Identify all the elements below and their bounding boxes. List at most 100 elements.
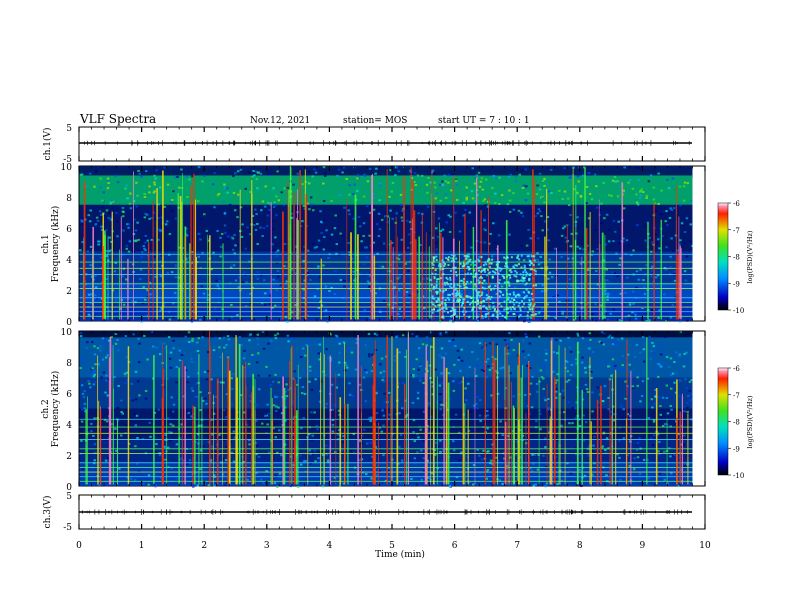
spectrogram-cell bbox=[484, 270, 487, 273]
spectrogram-cell bbox=[455, 257, 458, 260]
spectrogram-cell bbox=[545, 465, 548, 468]
spectrogram-cell bbox=[524, 269, 527, 272]
spectrogram-cell bbox=[513, 303, 516, 306]
spectrogram-cell bbox=[119, 307, 122, 310]
spectrogram-cell bbox=[369, 419, 372, 422]
spectrogram-cell bbox=[104, 316, 108, 319]
spectrogram-cell bbox=[95, 169, 98, 172]
ch2-colorbar: -6-7-8-9-10 log(PSD)(V²/Hz) bbox=[717, 365, 754, 480]
spectrogram-cell bbox=[531, 298, 534, 301]
spectrogram-cell bbox=[234, 279, 238, 282]
spectrogram-cell bbox=[552, 463, 555, 466]
spectrogram-cell bbox=[433, 276, 436, 279]
spectrogram-cell bbox=[480, 368, 484, 371]
spectrogram-cell bbox=[262, 279, 266, 282]
spectrogram-cell bbox=[304, 459, 307, 462]
spectrogram-cell bbox=[80, 384, 84, 387]
spectrogram-cell bbox=[200, 285, 204, 288]
spectrogram-cell bbox=[260, 274, 263, 277]
spectrogram-cell bbox=[300, 427, 303, 430]
spectrogram-cell bbox=[512, 395, 515, 398]
spectrogram-cell bbox=[407, 302, 410, 305]
spectrogram-cell bbox=[473, 306, 476, 309]
spectrogram-cell bbox=[140, 320, 143, 323]
spectrogram-cell bbox=[333, 293, 336, 296]
spectrogram-cell bbox=[297, 468, 300, 471]
spectrogram-cell bbox=[187, 375, 190, 378]
spectrogram-cell bbox=[546, 303, 550, 306]
spectrogram-cell bbox=[108, 236, 111, 239]
spectrogram-cell bbox=[620, 337, 624, 340]
spectrogram-cell bbox=[171, 424, 175, 427]
spectrogram-cell bbox=[499, 312, 502, 315]
spectrogram-cell bbox=[178, 349, 181, 352]
spectrogram-cell bbox=[417, 368, 420, 371]
spectrogram-cell bbox=[604, 243, 608, 246]
spectrogram-cell bbox=[187, 256, 191, 259]
spectrogram-cell bbox=[528, 311, 532, 314]
spectrogram-cell bbox=[460, 451, 463, 454]
spectrogram-cell bbox=[631, 187, 635, 190]
spectrogram-cell bbox=[441, 228, 445, 231]
spectrogram-cell bbox=[508, 352, 512, 355]
spectrogram-cell bbox=[600, 467, 603, 470]
spectrogram-cell bbox=[198, 372, 202, 375]
spectrogram-cell bbox=[153, 411, 157, 414]
spectrogram-cell bbox=[143, 298, 147, 301]
spectrogram-cell bbox=[154, 291, 158, 294]
spectrogram-cell bbox=[275, 251, 278, 254]
spectrogram-cell bbox=[188, 178, 191, 181]
spectrogram-cell bbox=[112, 346, 115, 349]
spectrogram-cell bbox=[449, 483, 453, 486]
spectrogram-cell bbox=[308, 291, 311, 294]
spectrogram-cell bbox=[317, 265, 320, 268]
spectrogram-cell bbox=[460, 293, 463, 296]
spectrogram-cell bbox=[120, 399, 123, 402]
spectrogram-cell bbox=[149, 293, 152, 296]
spectrogram-cell bbox=[456, 294, 459, 297]
spectrogram-cell bbox=[413, 180, 416, 183]
spectrogram-cell bbox=[87, 293, 91, 296]
spectrogram-cell bbox=[170, 431, 173, 434]
spectrogram-cell bbox=[416, 397, 420, 400]
spectrogram-cell bbox=[313, 246, 317, 249]
spectrogram-cell bbox=[502, 293, 505, 296]
spectrogram-cell bbox=[225, 393, 229, 396]
spectrogram-cell bbox=[202, 445, 205, 448]
spectrogram-cell bbox=[625, 239, 629, 242]
spectrogram-cell bbox=[627, 244, 631, 247]
spectrogram-cell bbox=[226, 191, 230, 194]
spectrogram-cell bbox=[292, 183, 295, 186]
spectrogram-cell bbox=[433, 277, 436, 280]
spectrogram-cell bbox=[249, 292, 252, 295]
spectrogram-cell bbox=[554, 317, 557, 320]
spectrogram-cell bbox=[669, 425, 672, 428]
spectrogram-cell bbox=[533, 259, 536, 262]
spectrogram-cell bbox=[455, 274, 458, 277]
spectrogram-cell bbox=[650, 250, 653, 253]
spectrogram-cell bbox=[493, 309, 496, 312]
spectrogram-cell bbox=[145, 313, 149, 316]
spectrogram-cell bbox=[659, 413, 662, 416]
colorbar-tick-label: -9 bbox=[733, 280, 740, 288]
spectrogram-cell bbox=[544, 446, 547, 449]
spectrogram-cell bbox=[107, 339, 111, 342]
spectrogram-cell bbox=[462, 281, 465, 284]
spectrogram-cell bbox=[93, 294, 97, 297]
spectrogram-cell bbox=[554, 456, 558, 459]
spectrogram-cell bbox=[518, 302, 521, 305]
spectrogram-cell bbox=[280, 316, 284, 319]
spectrogram-cell bbox=[474, 177, 478, 180]
spectrogram-cell bbox=[594, 229, 597, 232]
spectrogram-cell bbox=[582, 439, 586, 442]
spectrogram-cell bbox=[358, 454, 362, 457]
spectrogram-cell bbox=[667, 365, 671, 368]
spectrogram-cell bbox=[101, 337, 105, 340]
spectrogram-cell bbox=[80, 356, 84, 359]
spectrogram-cell bbox=[627, 181, 630, 184]
spectrogram-cell bbox=[272, 187, 275, 190]
spectrogram-cell bbox=[283, 274, 287, 277]
spectrogram-cell bbox=[663, 450, 666, 453]
spectrogram-cell bbox=[272, 285, 276, 288]
spectrogram-cell bbox=[470, 280, 473, 283]
